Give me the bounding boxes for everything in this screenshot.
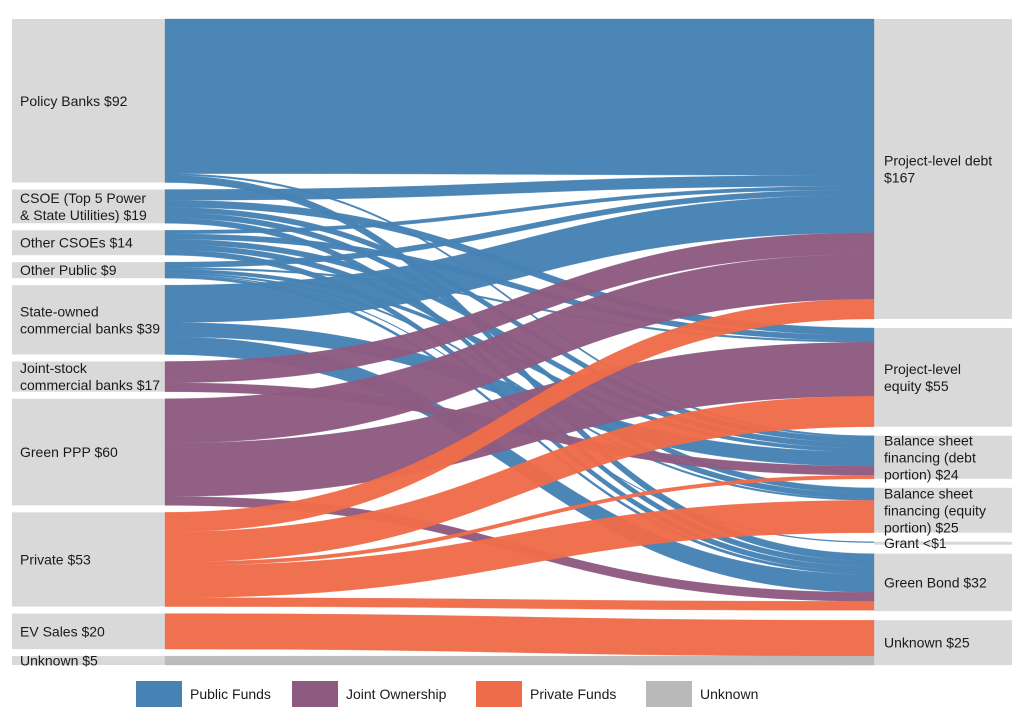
source-node-socb [12, 285, 165, 355]
source-label-private: Private $53 [20, 551, 91, 567]
target-label-bsdebt: Balance sheet financing (debt portion) $24 [884, 432, 976, 482]
legend-swatch-joint [292, 681, 338, 707]
source-node-csoe5 [12, 189, 165, 224]
legend-swatch-public [136, 681, 182, 707]
flow-private-to-bsdebt [164, 475, 875, 566]
target-label-bsequity: Balance sheet financing (equity portion) $… [884, 485, 986, 535]
source-label-otherpub: Other Public $9 [20, 262, 117, 278]
target-node-pequity [874, 327, 1012, 427]
target-node-bsdebt [874, 435, 1012, 479]
flow-unknown_src-to-unknown_tgt [164, 655, 875, 666]
flow-policy-to-pdebt [164, 18, 875, 176]
legend-swatch-private [476, 681, 522, 707]
target-node-bsequity [874, 487, 1012, 533]
source-label-policy: Policy Banks $92 [20, 93, 128, 109]
legend-item-private: Private Funds [476, 681, 616, 707]
legend-label-public: Public Funds [190, 686, 271, 702]
target-label-pequity: Project-level equity $55 [884, 361, 961, 394]
source-label-csoe: Other CSOEs $14 [20, 235, 133, 251]
flow-private-to-pequity [164, 396, 875, 563]
target-label-unknown_tgt: Unknown $25 [884, 635, 970, 651]
source-node-ev [12, 613, 165, 650]
flow-private-to-bsequity [164, 500, 875, 598]
flow-private-to-gbond [164, 597, 875, 611]
source-label-ppp: Green PPP $60 [20, 444, 118, 460]
source-node-unknown_src [12, 656, 165, 665]
legend-label-joint: Joint Ownership [346, 686, 447, 702]
source-label-ev: EV Sales $20 [20, 623, 105, 639]
source-node-ppp [12, 398, 165, 506]
legend-item-public: Public Funds [136, 681, 271, 707]
source-label-csoe5: CSOE (Top 5 Power & State Utilities) $19 [20, 190, 147, 223]
nodes-layer [12, 19, 1012, 666]
legend-label-unknown: Unknown [700, 686, 758, 702]
source-node-csoe [12, 230, 165, 256]
source-label-jscb: Joint-stock commercial banks $17 [20, 360, 160, 393]
flows-layer [164, 18, 875, 666]
legend-item-unknown: Unknown [646, 681, 758, 707]
source-node-private [12, 512, 165, 607]
target-label-gbond: Green Bond $32 [884, 574, 987, 590]
labels-layer: Policy Banks $92 CSOE (Top 5 Power & State… [20, 93, 992, 669]
target-label-grant: Grant <$1 [884, 535, 947, 551]
legend-item-joint: Joint Ownership [292, 681, 447, 707]
legend-label-private: Private Funds [530, 686, 616, 702]
source-node-policy [12, 19, 165, 183]
target-label-pdebt: Project-level debt $167 [884, 152, 992, 185]
flow-private-to-pdebt [164, 299, 875, 533]
target-node-grant [874, 541, 1012, 545]
target-node-pdebt [874, 19, 1012, 319]
target-node-gbond [874, 553, 1012, 612]
legend-swatch-unknown [646, 681, 692, 707]
source-label-unknown_src: Unknown $5 [20, 653, 98, 669]
source-node-otherpub [12, 262, 165, 279]
legend: Public Funds Joint Ownership Private Funds… [136, 681, 758, 707]
target-node-unknown_tgt [874, 620, 1012, 666]
source-node-jscb [12, 361, 165, 392]
flow-ev-to-unknown_tgt [164, 613, 875, 657]
source-label-socb: State-owned commercial banks $39 [20, 303, 160, 336]
